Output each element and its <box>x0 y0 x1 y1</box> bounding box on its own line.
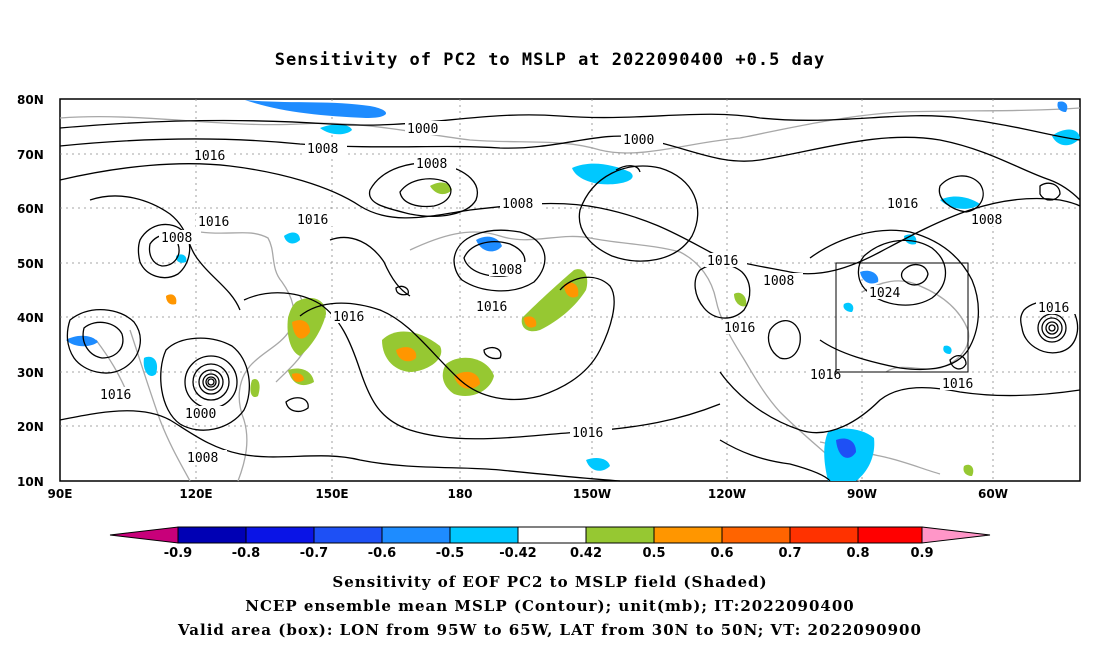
atlantic-low-rings <box>1037 313 1067 343</box>
valid-area-box <box>835 262 969 373</box>
svg-text:1016: 1016 <box>194 149 225 164</box>
svg-text:1008: 1008 <box>307 142 338 157</box>
chart-title: Sensitivity of PC2 to MSLP at 2022090400… <box>274 50 826 70</box>
colorbar-cell <box>381 526 451 544</box>
caption-valid-area: Valid area (box): LON from 95W to 65W, L… <box>178 621 922 639</box>
svg-text:1008: 1008 <box>971 213 1002 228</box>
colorbar-cell <box>449 526 519 544</box>
svg-text:40N: 40N <box>17 311 44 325</box>
svg-text:60N: 60N <box>17 202 44 216</box>
svg-text:120W: 120W <box>708 487 746 501</box>
colorbar-cell <box>313 526 383 544</box>
colorbar-cell <box>653 526 723 544</box>
svg-text:-0.5: -0.5 <box>436 546 464 561</box>
svg-text:1016: 1016 <box>333 310 364 325</box>
caption-contour: NCEP ensemble mean MSLP (Contour); unit(… <box>245 597 855 615</box>
svg-text:1016: 1016 <box>1038 301 1069 316</box>
svg-text:80N: 80N <box>17 93 44 107</box>
caption-shading: Sensitivity of EOF PC2 to MSLP field (Sh… <box>332 573 768 591</box>
svg-text:70N: 70N <box>17 148 44 162</box>
colorbar-cell <box>585 526 655 544</box>
colorbar-cell <box>177 526 247 544</box>
svg-text:90E: 90E <box>48 487 73 501</box>
colorbar-cell <box>245 526 315 544</box>
svg-text:0.42: 0.42 <box>570 546 602 561</box>
svg-text:1016: 1016 <box>724 321 755 336</box>
svg-text:0.6: 0.6 <box>710 546 733 561</box>
svg-text:0.7: 0.7 <box>778 546 801 561</box>
colorbar-cell <box>789 526 859 544</box>
svg-text:1016: 1016 <box>707 254 738 269</box>
svg-text:150W: 150W <box>573 487 611 501</box>
svg-text:1008: 1008 <box>763 274 794 289</box>
svg-text:-0.8: -0.8 <box>232 546 260 561</box>
svg-text:90W: 90W <box>847 487 877 501</box>
svg-text:1024: 1024 <box>869 286 900 301</box>
svg-text:0.5: 0.5 <box>642 546 665 561</box>
svg-text:-0.6: -0.6 <box>368 546 396 561</box>
colorbar-cell <box>517 526 587 544</box>
plot-frame <box>59 98 1081 482</box>
colorbar-cell <box>721 526 791 544</box>
svg-text:-0.9: -0.9 <box>164 546 192 561</box>
svg-text:50N: 50N <box>17 257 44 271</box>
svg-text:1016: 1016 <box>198 215 229 230</box>
svg-text:60W: 60W <box>978 487 1008 501</box>
svg-text:120E: 120E <box>179 487 212 501</box>
colorbar: -0.9 -0.8 -0.7 -0.6 -0.5 -0.42 0.42 0.5 … <box>109 526 991 561</box>
contour-labels: 1000 1008 1016 1008 1000 1008 1016 1008 … <box>98 121 1078 466</box>
svg-text:20N: 20N <box>17 420 44 434</box>
svg-text:1016: 1016 <box>297 213 328 228</box>
svg-text:1008: 1008 <box>187 451 218 466</box>
svg-text:1016: 1016 <box>887 197 918 212</box>
svg-text:1000: 1000 <box>407 122 438 137</box>
longitude-labels: 90E 120E 150E 180 150W 120W 90W 60W <box>48 487 1008 501</box>
svg-text:1008: 1008 <box>416 157 447 172</box>
svg-text:0.8: 0.8 <box>846 546 869 561</box>
svg-text:-0.7: -0.7 <box>300 546 328 561</box>
svg-text:1000: 1000 <box>185 407 216 422</box>
svg-text:1016: 1016 <box>810 368 841 383</box>
svg-text:1000: 1000 <box>623 133 654 148</box>
svg-text:-0.42: -0.42 <box>499 546 536 561</box>
svg-text:1008: 1008 <box>161 231 192 246</box>
sensitivity-shading <box>66 100 1080 481</box>
svg-text:1016: 1016 <box>476 300 507 315</box>
svg-text:1016: 1016 <box>100 388 131 403</box>
svg-text:0.9: 0.9 <box>910 546 933 561</box>
svg-text:1016: 1016 <box>572 426 603 441</box>
colorbar-arrow-right <box>921 526 991 544</box>
colorbar-arrow-left <box>109 526 179 544</box>
mslp-contours <box>59 113 1081 482</box>
svg-text:1008: 1008 <box>502 197 533 212</box>
svg-text:1008: 1008 <box>491 263 522 278</box>
svg-text:10N: 10N <box>17 475 44 489</box>
svg-text:150E: 150E <box>315 487 348 501</box>
svg-text:180: 180 <box>447 487 472 501</box>
colorbar-cell <box>857 526 923 544</box>
latitude-labels: 80N 70N 60N 50N 40N 30N 20N 10N <box>17 93 44 489</box>
typhoon-rings <box>184 355 238 409</box>
svg-text:30N: 30N <box>17 366 44 380</box>
svg-text:1016: 1016 <box>942 377 973 392</box>
